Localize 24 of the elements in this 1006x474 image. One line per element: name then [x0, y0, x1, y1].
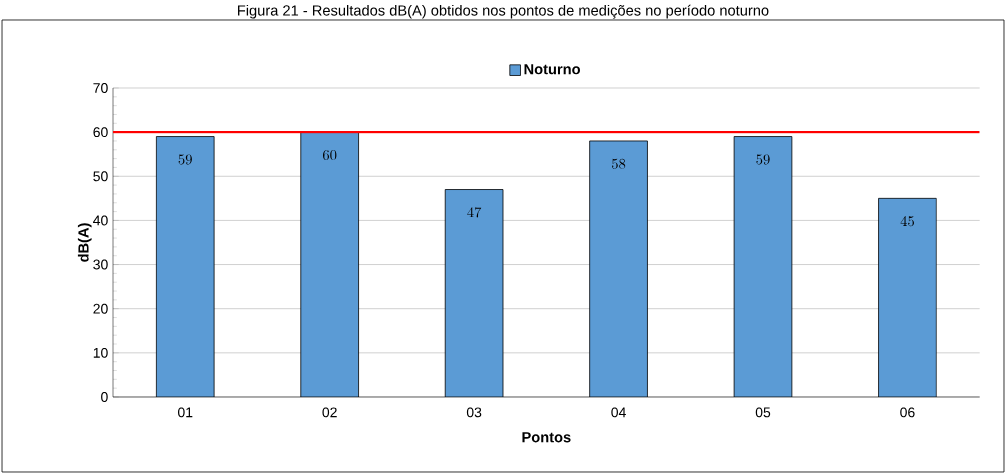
data-label: 60: [322, 150, 337, 161]
x-tick-label: 05: [755, 407, 771, 418]
legend-label: Noturno: [524, 64, 581, 75]
y-tick-label: 40: [93, 215, 108, 226]
y-tick-label: 50: [93, 171, 108, 182]
data-label: 59: [178, 154, 192, 165]
data-label: 47: [467, 207, 482, 218]
x-tick-label: 04: [611, 407, 626, 418]
y-axis-title: dB(A): [77, 223, 92, 262]
y-tick-label: 10: [93, 347, 108, 358]
x-tick-label: 03: [466, 407, 482, 418]
y-tick-label: 60: [93, 127, 108, 138]
x-tick-label: 01: [177, 407, 193, 418]
data-label: 59: [756, 154, 770, 165]
y-tick-label: 30: [93, 259, 108, 270]
y-tick-label: 20: [93, 303, 108, 314]
data-label: 58: [611, 158, 626, 169]
data-label: 45: [900, 216, 914, 227]
x-axis-title: Pontos: [522, 432, 571, 443]
y-tick-label: 70: [93, 83, 108, 93]
chart-title: Figura 21 - Resultados dB(A) obtidos nos pontos de medições no período noturno: [238, 4, 769, 19]
x-tick-label: 02: [322, 407, 337, 418]
y-tick-label: 0: [101, 392, 108, 402]
x-tick-label: 06: [900, 407, 915, 418]
